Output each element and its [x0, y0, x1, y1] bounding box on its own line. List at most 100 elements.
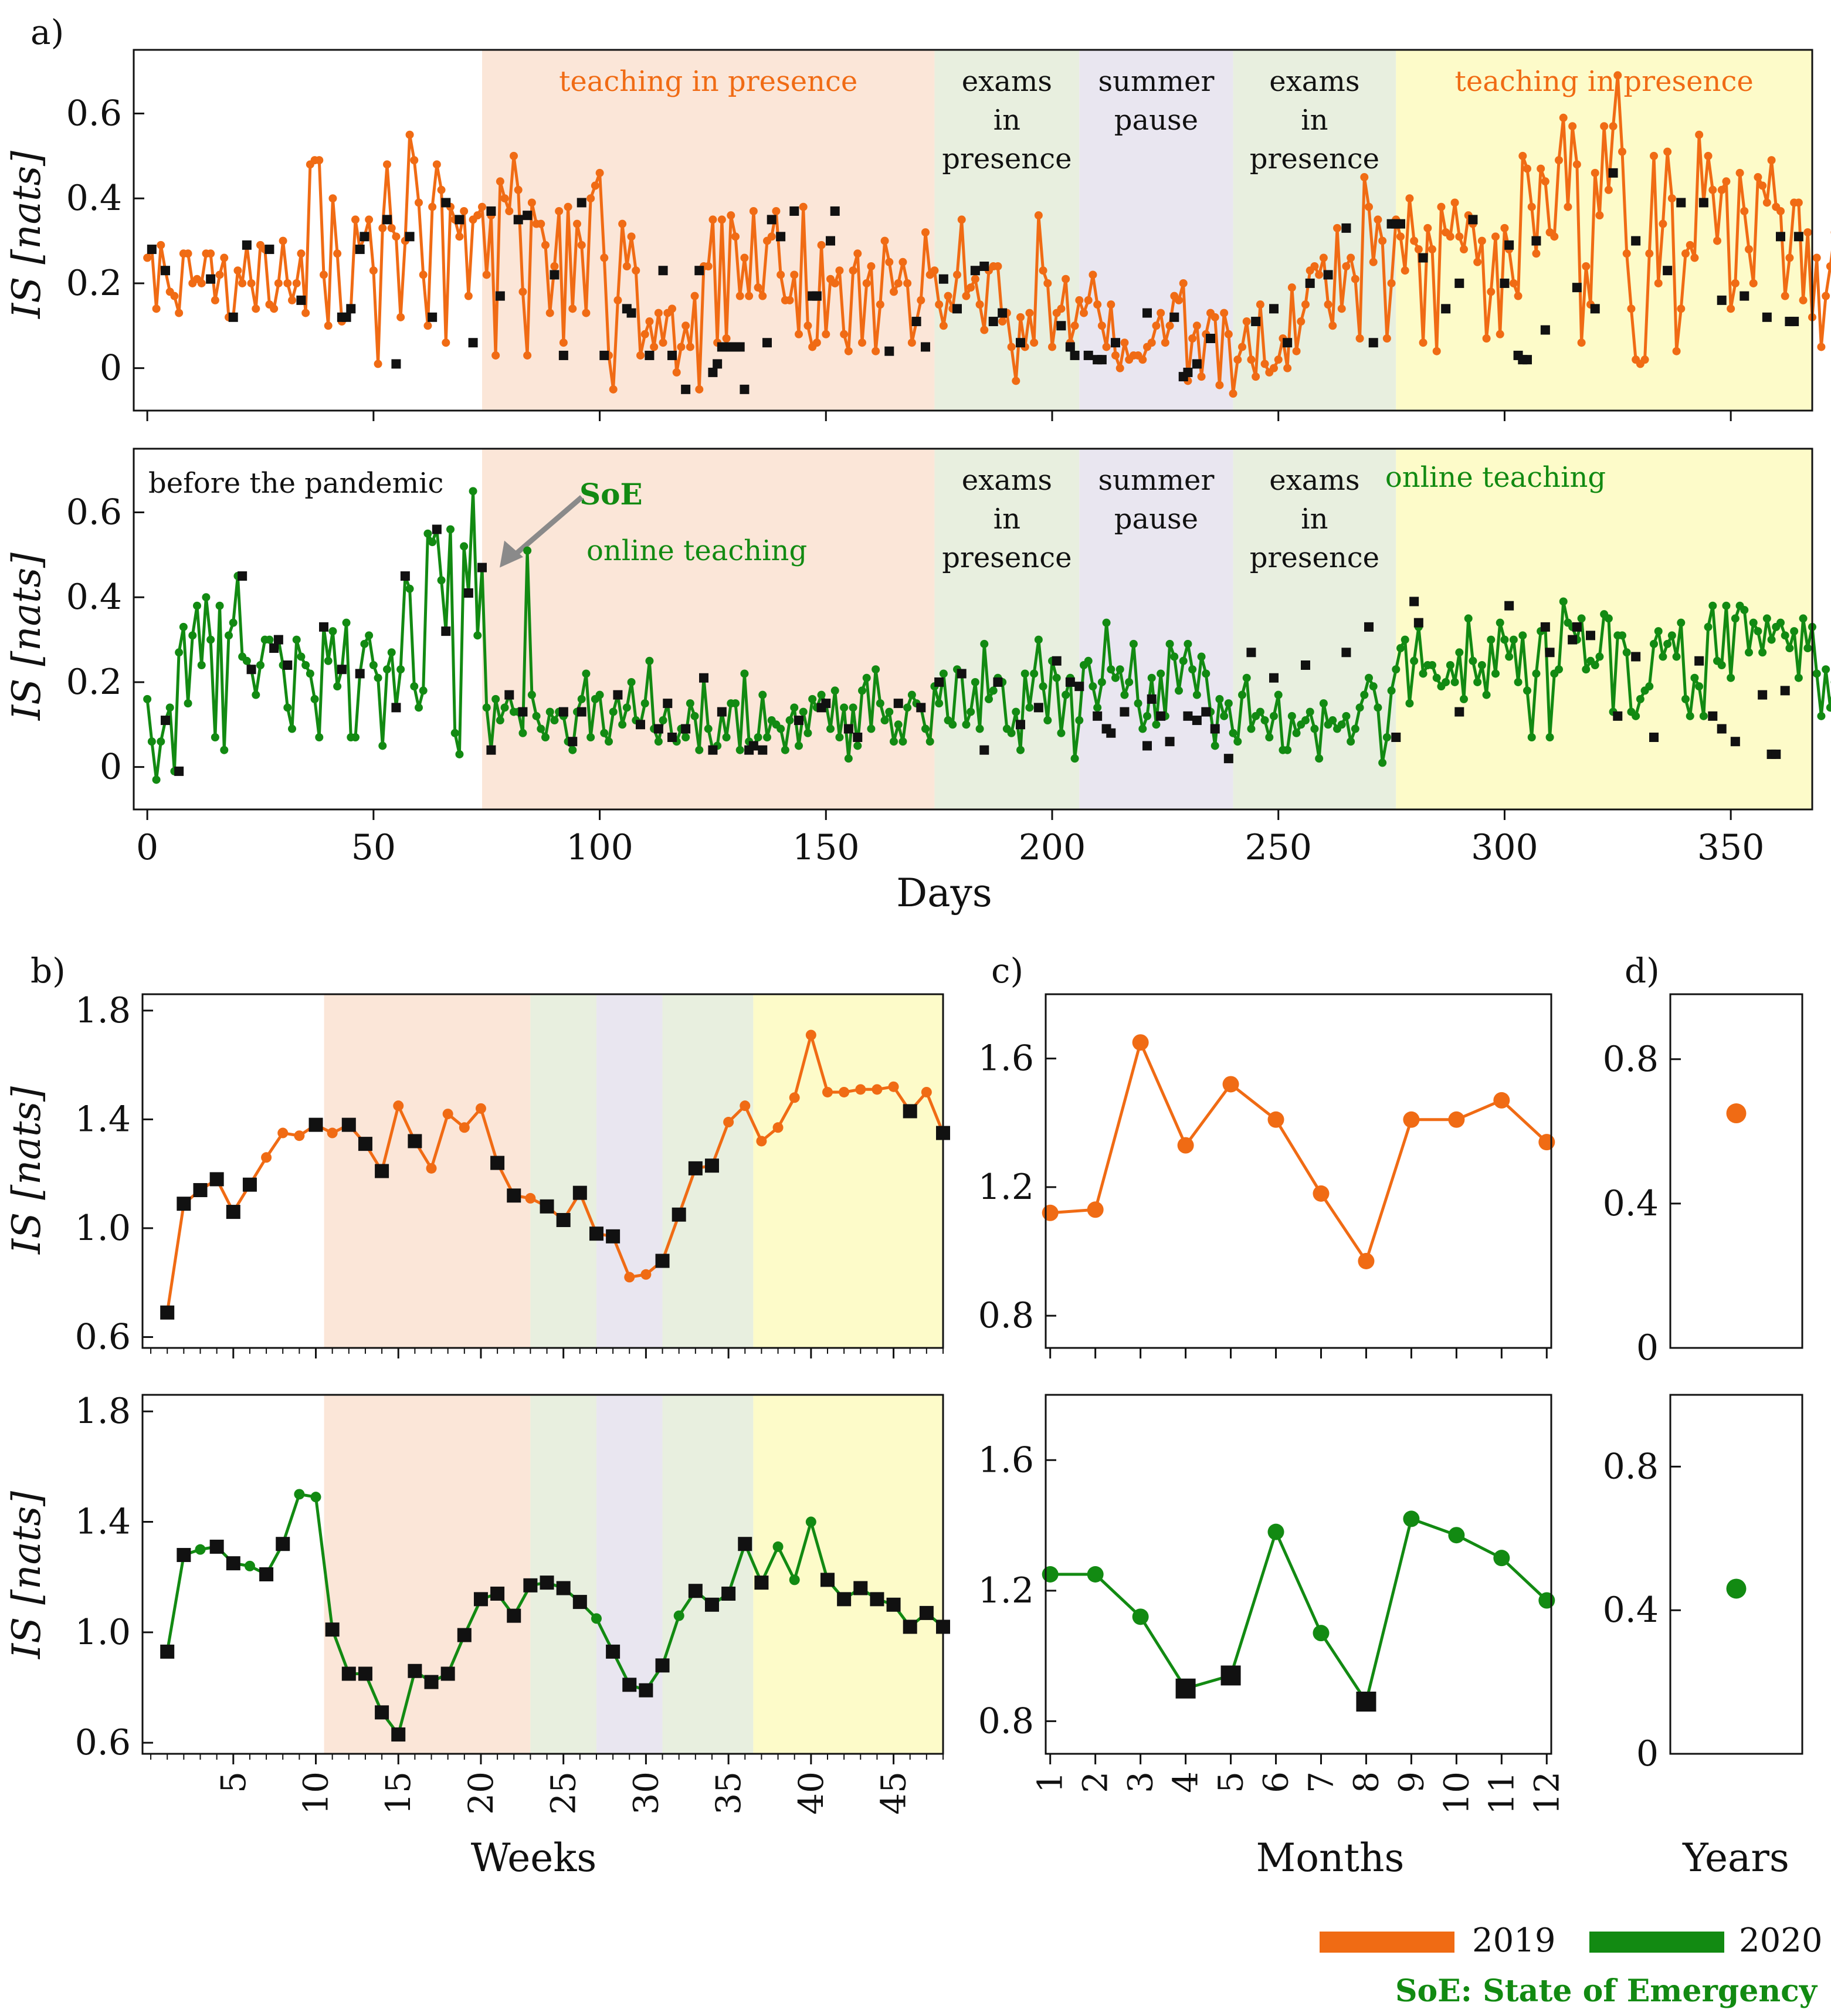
- data-point: [799, 707, 808, 716]
- data-point: [785, 716, 794, 725]
- data-point: [473, 211, 482, 220]
- legend: 2019 2020 SoE: State of Emergency: [1320, 1922, 1823, 2009]
- data-point: [1369, 257, 1378, 266]
- data-point-square: [1740, 291, 1749, 301]
- data-point: [197, 279, 206, 287]
- data-point: [215, 270, 224, 279]
- data-point: [1102, 618, 1111, 627]
- data-point: [525, 1192, 536, 1204]
- data-point-square: [1717, 724, 1727, 734]
- plot-frame: [141, 993, 944, 1349]
- data-point: [238, 279, 247, 287]
- data-point: [1360, 173, 1369, 182]
- data-point: [184, 249, 192, 258]
- data-point-square: [1169, 312, 1179, 322]
- data-point: [994, 262, 1002, 270]
- data-point-square: [970, 266, 980, 276]
- data-point: [215, 601, 224, 610]
- data-point: [1328, 321, 1337, 330]
- data-point: [967, 283, 975, 292]
- data-point: [953, 270, 961, 279]
- data-point: [894, 279, 903, 287]
- data-point-square: [758, 745, 768, 755]
- data-point: [1048, 343, 1056, 351]
- data-point-square: [713, 359, 723, 369]
- data-point: [858, 338, 866, 347]
- data-point: [1695, 682, 1704, 691]
- data-point: [1084, 296, 1093, 304]
- data-point: [921, 228, 930, 237]
- data-point: [618, 720, 627, 729]
- data-point: [1107, 665, 1115, 674]
- axes: 0 0.4 0.8: [1603, 993, 1803, 1368]
- region-exams: [1233, 50, 1396, 411]
- data-point: [1132, 1034, 1149, 1051]
- data-point: [496, 716, 504, 725]
- data-point: [640, 330, 649, 338]
- data-point: [1450, 677, 1459, 686]
- data-point-square: [717, 707, 727, 717]
- data-point: [1722, 177, 1731, 186]
- data-point: [195, 1544, 206, 1555]
- data-point-square: [523, 211, 533, 221]
- data-point: [767, 232, 776, 241]
- data-point: [1129, 639, 1138, 648]
- data-point-square: [246, 665, 256, 675]
- data-point-square: [242, 240, 252, 250]
- data-point: [790, 270, 799, 279]
- data-point: [862, 673, 871, 682]
- data-point: [1177, 1137, 1194, 1154]
- data-point: [917, 296, 925, 304]
- data-point: [1767, 156, 1776, 165]
- y-tick-label: 0.8: [978, 1295, 1034, 1336]
- data-point: [1184, 639, 1192, 648]
- data-point: [835, 266, 844, 275]
- data-point-square: [226, 1556, 240, 1571]
- data-point: [939, 669, 948, 678]
- region-label: exams in presence: [1250, 464, 1379, 574]
- data-point: [1369, 682, 1378, 691]
- data-point: [622, 703, 631, 712]
- y-tick-label: 0: [100, 348, 122, 389]
- data-point: [1042, 1204, 1059, 1221]
- data-point: [1677, 304, 1686, 313]
- data-point: [1722, 601, 1731, 610]
- y-tick-label: 1.2: [978, 1570, 1034, 1611]
- data-point: [1650, 151, 1658, 160]
- data-point: [1754, 173, 1762, 182]
- data-point: [1604, 185, 1613, 194]
- x-tick-label: 0: [136, 827, 158, 868]
- data-point: [1401, 266, 1409, 275]
- data-point: [605, 737, 613, 746]
- data-point-square: [1210, 724, 1220, 734]
- data-point: [1274, 355, 1283, 364]
- data-point-square: [346, 304, 356, 314]
- data-point: [532, 711, 541, 720]
- x-tick-label: 250: [1245, 827, 1312, 868]
- region-teaching: [324, 1395, 531, 1754]
- data-point: [252, 690, 260, 699]
- data-point: [500, 703, 509, 712]
- data-point: [1007, 729, 1016, 737]
- series-2020-yearly: [1726, 1578, 1747, 1599]
- data-point: [582, 669, 591, 678]
- data-point: [591, 1613, 602, 1624]
- data-point-square: [265, 245, 274, 255]
- data-point: [853, 249, 862, 258]
- data-point-square: [812, 291, 822, 301]
- data-point-square: [341, 312, 351, 322]
- data-point-square: [440, 1666, 455, 1681]
- data-point: [1496, 618, 1504, 627]
- data-point-square: [938, 274, 948, 284]
- y-tick-label: 0.2: [66, 263, 122, 304]
- series-line: [145, 73, 1831, 395]
- data-point: [568, 304, 577, 313]
- data-point: [1012, 377, 1020, 385]
- data-point: [1582, 665, 1591, 674]
- data-point: [1043, 279, 1052, 287]
- data-point: [1745, 245, 1753, 254]
- data-point: [903, 703, 912, 712]
- x-tick-label: 8: [1346, 1771, 1386, 1793]
- data-point: [1220, 711, 1229, 720]
- data-point-square: [276, 1537, 290, 1551]
